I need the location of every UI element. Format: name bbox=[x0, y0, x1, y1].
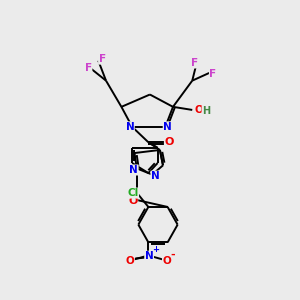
Text: N: N bbox=[145, 251, 154, 261]
Text: F: F bbox=[99, 54, 106, 64]
Text: -: - bbox=[171, 250, 175, 260]
Text: F: F bbox=[85, 63, 92, 73]
Text: N: N bbox=[125, 122, 134, 132]
Text: O: O bbox=[164, 137, 174, 147]
Text: H: H bbox=[202, 106, 210, 116]
Text: O: O bbox=[128, 196, 138, 206]
Text: N: N bbox=[151, 171, 160, 181]
Text: F: F bbox=[191, 58, 198, 68]
Text: F: F bbox=[209, 69, 217, 79]
Text: O: O bbox=[125, 256, 134, 266]
Text: O: O bbox=[163, 256, 171, 266]
Text: +: + bbox=[152, 244, 159, 253]
Text: O: O bbox=[194, 105, 203, 115]
Text: Cl: Cl bbox=[127, 188, 139, 198]
Text: N: N bbox=[163, 122, 172, 132]
Text: N: N bbox=[129, 165, 138, 175]
